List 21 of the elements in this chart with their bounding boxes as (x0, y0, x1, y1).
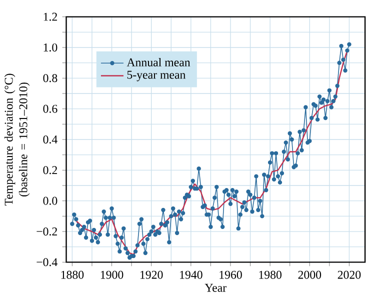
y-tick-label: 0.6 (43, 104, 58, 113)
x-tick-label: 1980 (259, 270, 282, 279)
legend-label: 5-year mean (127, 70, 186, 82)
y-tick-label: 1.2 (44, 12, 57, 21)
y-tick-label: 0.4 (43, 136, 58, 144)
x-tick-label: 1900 (100, 270, 124, 279)
x-tick-label: 2000 (298, 270, 322, 279)
y-tick-label: 1.0 (44, 44, 58, 52)
legend-label: Annual mean (126, 58, 190, 66)
x-tick-label: 1960 (220, 270, 242, 279)
x-tick-label: 2020 (338, 270, 361, 279)
x-tick-label: 1920 (140, 270, 163, 279)
y-tick-label: −0.4 (36, 258, 58, 266)
x-tick-label: 1940 (180, 270, 202, 279)
y-tick-label: 0.0 (43, 196, 58, 205)
y-tick-label: 0.2 (43, 166, 57, 174)
y-axis-title: Temperature deviation (°C) (baseline = 1951–2010) (4, 74, 30, 206)
x-axis-title: Year (204, 284, 226, 292)
y-tick-label: −0.2 (36, 228, 57, 236)
x-tick-label: 1880 (61, 270, 84, 279)
y-tick-label: 0.8 (43, 74, 58, 82)
